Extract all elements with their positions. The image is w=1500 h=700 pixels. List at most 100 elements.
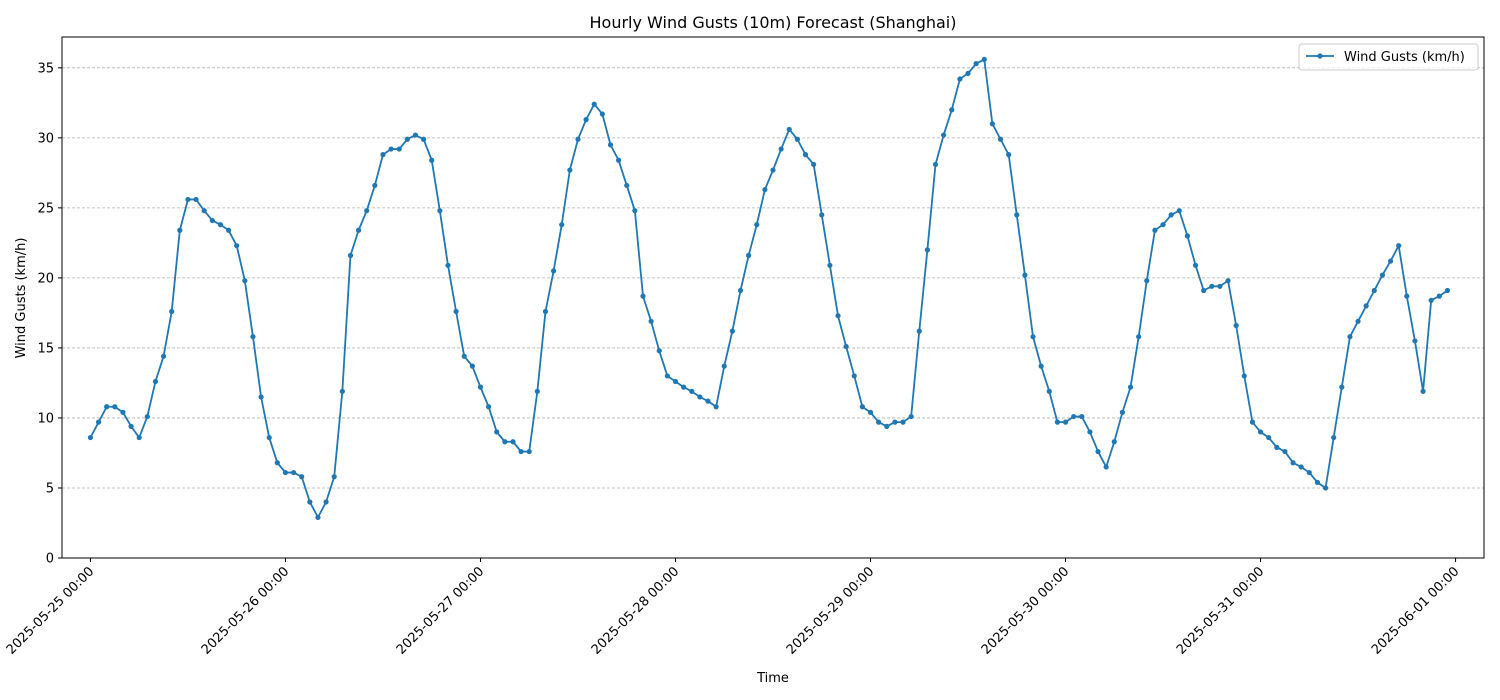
data-point xyxy=(908,413,914,420)
data-point xyxy=(1006,152,1012,158)
data-point xyxy=(242,278,248,284)
data-point xyxy=(1062,419,1069,425)
data-point xyxy=(965,70,971,77)
data-point xyxy=(900,419,906,425)
y-tick-label: 5 xyxy=(46,481,54,496)
data-point xyxy=(916,328,922,334)
data-point xyxy=(1127,384,1134,390)
data-point xyxy=(1095,448,1101,455)
data-point xyxy=(989,121,995,127)
data-point xyxy=(876,419,882,425)
data-point xyxy=(1379,272,1386,278)
data-point xyxy=(1331,434,1337,441)
data-point xyxy=(802,152,809,158)
data-point xyxy=(347,252,354,259)
data-point xyxy=(510,439,516,445)
data-point xyxy=(599,111,605,117)
data-point xyxy=(95,419,102,425)
data-point xyxy=(851,373,857,379)
data-point xyxy=(746,252,752,259)
data-point xyxy=(697,394,703,400)
data-point xyxy=(1274,444,1280,450)
data-point xyxy=(1290,460,1296,466)
data-point xyxy=(494,429,500,435)
data-point xyxy=(412,132,419,138)
data-point xyxy=(729,328,735,334)
data-point xyxy=(1436,293,1442,299)
data-point xyxy=(1241,373,1247,379)
data-point xyxy=(1176,208,1182,214)
data-point xyxy=(1217,283,1223,289)
data-point xyxy=(1136,334,1142,340)
data-point xyxy=(429,157,435,163)
data-point xyxy=(1225,278,1231,284)
data-point xyxy=(274,460,280,466)
data-point xyxy=(1119,409,1126,415)
y-tick-label: 0 xyxy=(46,552,54,567)
data-point xyxy=(1428,297,1434,303)
data-point xyxy=(1038,363,1044,369)
data-point xyxy=(518,448,524,455)
data-point xyxy=(1266,434,1272,441)
data-point xyxy=(420,136,427,142)
data-point xyxy=(551,268,557,274)
data-point xyxy=(502,439,508,445)
data-point xyxy=(827,262,833,268)
data-point xyxy=(1396,243,1402,249)
data-point xyxy=(339,388,345,394)
data-point xyxy=(705,398,711,404)
data-point xyxy=(307,499,313,505)
data-point xyxy=(136,434,142,441)
data-point xyxy=(973,61,979,67)
data-point xyxy=(201,208,207,214)
data-point xyxy=(128,423,134,429)
data-point xyxy=(559,222,565,228)
data-point xyxy=(1030,334,1036,340)
data-point xyxy=(1404,293,1410,299)
data-point xyxy=(835,313,841,319)
data-point xyxy=(177,227,183,233)
data-point xyxy=(1022,272,1028,278)
y-tick-label: 20 xyxy=(37,271,54,286)
y-axis-label: Wind Gusts (km/h) xyxy=(14,238,29,359)
data-point xyxy=(1209,283,1215,289)
data-point xyxy=(778,146,784,152)
data-point xyxy=(1071,413,1077,420)
data-point xyxy=(1160,222,1166,228)
data-point xyxy=(542,308,549,315)
data-point xyxy=(1420,388,1426,394)
data-point xyxy=(1079,413,1085,420)
data-point xyxy=(884,423,890,429)
data-point xyxy=(453,308,459,315)
data-point xyxy=(282,469,289,476)
data-point xyxy=(486,404,492,410)
legend: Wind Gusts (km/h) xyxy=(1298,43,1479,71)
data-point xyxy=(1444,287,1451,294)
data-point xyxy=(258,394,264,400)
data-point xyxy=(299,474,305,480)
data-point xyxy=(169,308,175,315)
data-point xyxy=(843,343,849,350)
data-point xyxy=(721,363,727,369)
data-point xyxy=(1306,469,1312,476)
data-point xyxy=(762,187,768,193)
data-point xyxy=(1201,287,1207,294)
data-point xyxy=(1412,338,1418,344)
data-point xyxy=(567,167,573,173)
data-point xyxy=(1363,303,1369,309)
data-point xyxy=(607,142,614,148)
plot-area-frame xyxy=(61,36,1485,559)
data-point xyxy=(290,469,297,476)
data-point xyxy=(1192,262,1199,268)
chart-title: Hourly Wind Gusts (10m) Forecast (Shangh… xyxy=(590,13,957,32)
data-point xyxy=(737,287,744,294)
data-point xyxy=(266,434,272,441)
data-point xyxy=(924,247,930,253)
data-point xyxy=(786,126,792,133)
y-tick-label: 30 xyxy=(37,131,54,146)
data-point xyxy=(112,404,118,410)
data-point xyxy=(1339,384,1345,390)
data-point xyxy=(1355,318,1361,324)
data-point xyxy=(477,384,484,390)
